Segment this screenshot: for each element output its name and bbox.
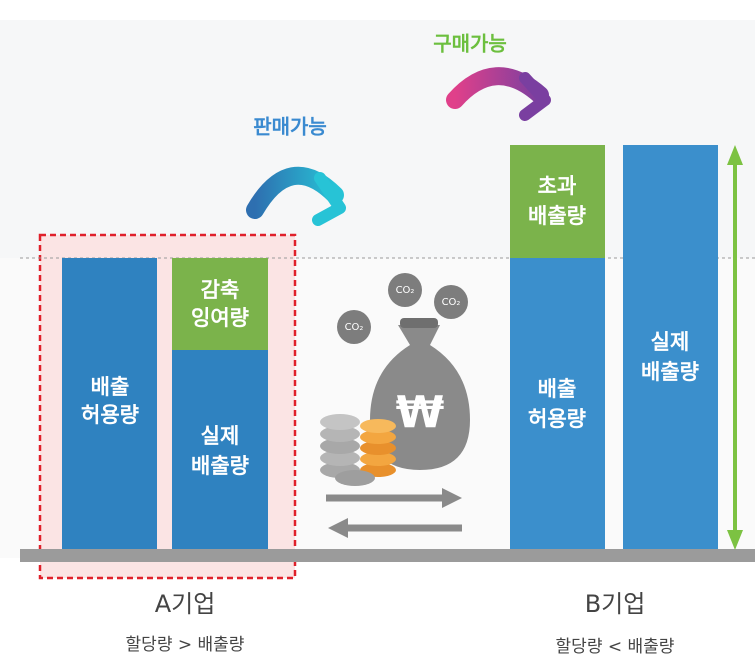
allowance-bar: [62, 258, 157, 549]
bar-label: 배출량: [191, 454, 249, 478]
company-name: A기업: [155, 590, 216, 618]
sell-arrow-head: [312, 172, 346, 226]
bar-label: 허용량: [528, 407, 586, 431]
bar-label: 배출: [91, 375, 130, 399]
co2-bubble: [434, 285, 468, 319]
buy-arrow-head: [519, 72, 551, 121]
bar-label: 배출량: [528, 204, 586, 228]
co2-bubble: [337, 310, 371, 344]
coins: [320, 414, 396, 486]
bar-label: 허용량: [81, 403, 139, 427]
company-condition: 할당량 < 배출량: [556, 637, 675, 657]
company-name: B기업: [585, 590, 646, 618]
bar-label: 배출: [538, 377, 577, 401]
surplus-bar: [172, 258, 268, 350]
currency-symbol: ₩: [396, 387, 445, 438]
money-bag: [370, 325, 470, 470]
arrow-head: [328, 518, 348, 538]
co2-label: CO₂: [396, 285, 415, 296]
bar-label: 실제: [201, 424, 240, 448]
baseline: [20, 549, 755, 562]
bar-label: 배출량: [641, 360, 699, 384]
bar-label: 초과: [538, 174, 577, 198]
company-condition: 할당량 > 배출량: [126, 635, 245, 655]
bar-label: 잉여량: [191, 306, 249, 330]
co2-label: CO₂: [345, 322, 364, 333]
arrow-head: [442, 488, 462, 508]
bag-tie: [400, 318, 438, 328]
excess-bar: [510, 145, 605, 258]
bar-label: 실제: [651, 330, 690, 354]
arrow-head: [727, 145, 743, 165]
actual-bar: [172, 350, 268, 549]
co2-bubble: [388, 273, 422, 307]
allowance-bar: [510, 258, 605, 549]
sell-label: 판매가능: [253, 115, 327, 139]
actual-bar: [623, 145, 718, 549]
buy-label: 구매가능: [433, 32, 507, 56]
bar-label: 감축: [201, 278, 240, 302]
arrow-head: [727, 530, 743, 550]
co2-label: CO₂: [442, 297, 461, 308]
